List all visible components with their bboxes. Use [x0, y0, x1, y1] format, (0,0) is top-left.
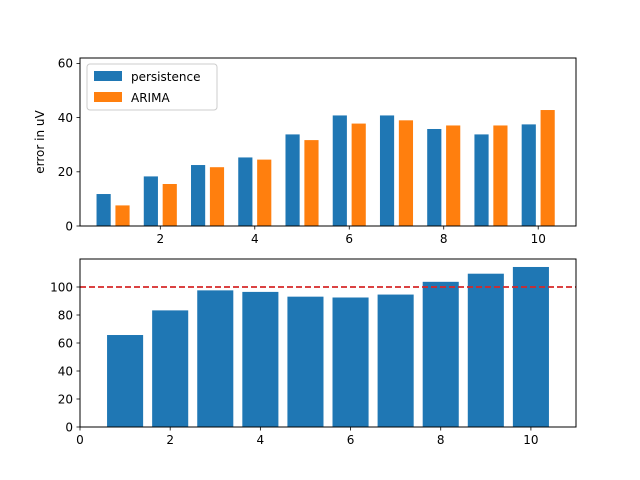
bottom-y-tick-label: 60 [58, 336, 73, 350]
ratio-bar-5 [287, 296, 324, 427]
ratio-bar-1 [107, 335, 144, 427]
bottom-y-tick-label: 20 [58, 392, 73, 406]
ratio-bar-8 [422, 281, 459, 427]
arima-legend-label: ARIMA [131, 91, 170, 105]
bottom-x-tick-label: 4 [257, 433, 265, 447]
ratio-bar-7 [377, 294, 414, 427]
arima-bar-1 [115, 205, 130, 226]
arima-bar-8 [446, 125, 461, 226]
legend: persistence ARIMA [86, 63, 218, 111]
arima-legend-swatch [94, 92, 122, 102]
arima-bar-4 [257, 159, 272, 226]
persistence-legend-label: persistence [131, 70, 200, 84]
ratio-bar-4 [242, 291, 279, 427]
bottom-x-tick-label: 0 [76, 433, 84, 447]
persistence-bar-4 [238, 157, 253, 226]
top-x-tick-label: 4 [251, 232, 259, 246]
arima-bar-5 [304, 140, 319, 226]
arima-bar-7 [398, 120, 414, 226]
persistence-bar-7 [379, 115, 395, 226]
bottom-y-tick-label: 80 [58, 308, 73, 322]
arima-bar-9 [493, 125, 508, 226]
top-error-chart: 2 4 6 8 10 0 20 40 60 error in uV persistence ARI… [33, 57, 577, 246]
persistence-bar-9 [474, 134, 489, 226]
persistence-bar-1 [96, 194, 111, 226]
ratio-bar-6 [332, 297, 369, 427]
top-x-tick-label: 6 [345, 232, 353, 246]
persistence-bar-8 [427, 128, 442, 226]
top-ticks: 2 4 6 8 10 0 20 40 60 [58, 57, 546, 246]
bottom-x-tick-label: 6 [347, 433, 355, 447]
top-plot-frame [79, 57, 577, 227]
persistence-bar-5 [285, 134, 300, 226]
persistence-bar-10 [521, 124, 536, 226]
persistence-bar-2 [143, 176, 158, 226]
bottom-bars [107, 266, 549, 427]
top-x-tick-label: 10 [531, 232, 546, 246]
arima-bar-2 [162, 184, 177, 226]
bottom-y-tick-label: 40 [58, 364, 73, 378]
persistence-bar-6 [332, 115, 347, 226]
ratio-bar-10 [512, 266, 549, 427]
bottom-y-tick-label: 0 [65, 420, 73, 434]
top-x-tick-label: 8 [440, 232, 448, 246]
top-y-axis-label: error in uV [33, 109, 47, 173]
top-bars [96, 110, 555, 226]
persistence-legend-swatch [94, 71, 122, 81]
top-x-tick-label: 2 [156, 232, 164, 246]
ratio-bar-2 [152, 310, 189, 427]
arima-bar-6 [351, 123, 366, 226]
bottom-y-tick-label: 100 [50, 280, 73, 294]
bottom-x-tick-label: 2 [166, 433, 174, 447]
top-y-tick-label: 20 [58, 165, 73, 179]
ratio-bar-9 [467, 273, 504, 427]
arima-bar-10 [540, 110, 555, 226]
persistence-bar-3 [191, 165, 206, 226]
arima-bar-3 [209, 167, 225, 226]
ratio-bar-3 [197, 290, 234, 427]
bottom-x-tick-label: 10 [523, 433, 538, 447]
top-y-tick-label: 60 [58, 57, 73, 71]
bottom-plot-frame [79, 258, 577, 428]
top-y-tick-label: 0 [65, 219, 73, 233]
top-y-tick-label: 40 [58, 111, 73, 125]
bottom-x-tick-label: 8 [437, 433, 445, 447]
